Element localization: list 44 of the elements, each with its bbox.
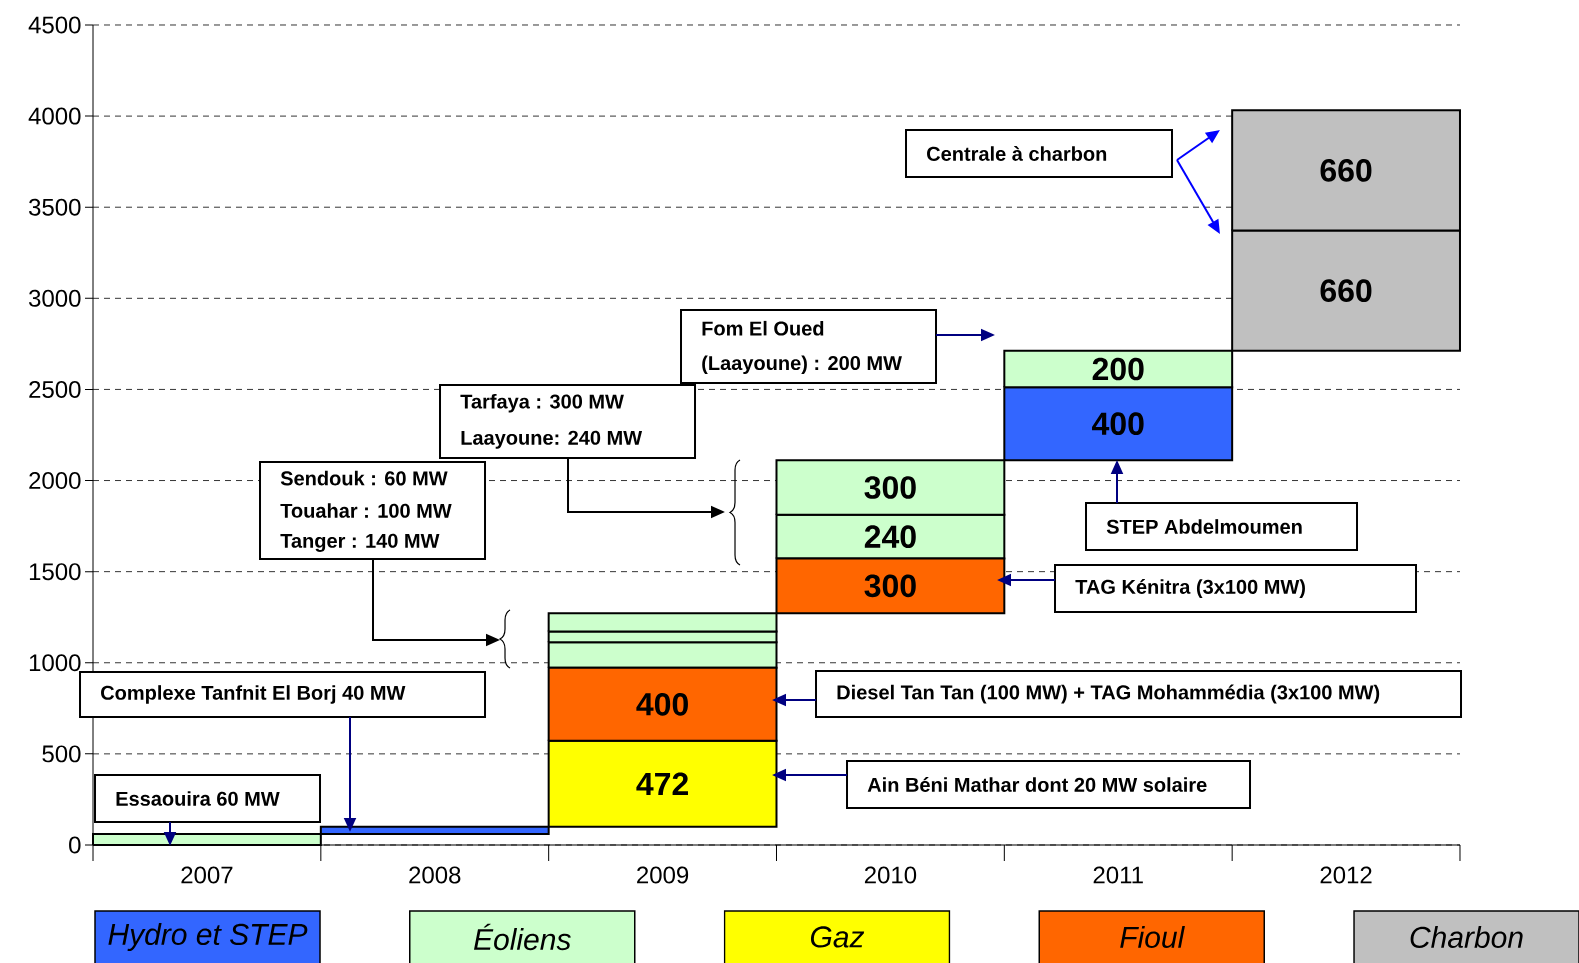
x-tick-label: 2011 bbox=[1093, 866, 1143, 884]
annotation: Touahar : 100 MW bbox=[280, 503, 452, 518]
x-tick-label: 2012 bbox=[1320, 866, 1372, 884]
data-label: 660 bbox=[1320, 159, 1372, 182]
annotation: Complexe Tanfnit El Borj 40 MW bbox=[101, 685, 406, 704]
y-tick-label: 0 bbox=[69, 836, 81, 854]
annotation: Sendouk : 60 MW bbox=[280, 470, 448, 486]
x-tick-label: 2010 bbox=[864, 866, 917, 884]
data-label: 240 bbox=[864, 525, 916, 548]
y-tick-label: 4500 bbox=[28, 16, 81, 34]
annotation: Fom El Oued bbox=[702, 320, 824, 336]
data-label: 472 bbox=[636, 772, 688, 795]
text: Fioul bbox=[1120, 925, 1185, 949]
annotation: Diesel Tan Tan (100 MW) + TAG Mohammédia (3x100 MW) bbox=[837, 684, 1380, 704]
y-tick-label: 2000 bbox=[29, 472, 81, 490]
y-tick-label: 3000 bbox=[29, 289, 81, 307]
y-tick-label: 500 bbox=[42, 745, 81, 763]
y-tick-label: 1000 bbox=[29, 654, 81, 672]
data-label: 300 bbox=[864, 574, 916, 598]
y-tick-label: 1500 bbox=[29, 563, 81, 581]
data-label: 200 bbox=[1092, 357, 1144, 381]
annotation: Tanger : 140 MW bbox=[280, 533, 440, 552]
text: Éoliens bbox=[473, 923, 571, 951]
y-tick-label: 4000 bbox=[28, 107, 81, 125]
x-tick-label: 2009 bbox=[637, 866, 689, 884]
annotation: Tarfaya : 300 MW bbox=[460, 393, 624, 413]
annotation: Centrale à charbon bbox=[927, 146, 1107, 161]
annotation: TAG Kénitra (3x100 MW) bbox=[1075, 579, 1305, 598]
y-tick-label: 3500 bbox=[29, 198, 81, 216]
text: Hydro et STEP bbox=[108, 923, 308, 951]
annotation: Laayoune: 240 MW bbox=[461, 430, 643, 449]
annotation: (Laayoune) : 200 MW bbox=[702, 355, 902, 375]
data-label: 400 bbox=[636, 692, 688, 716]
data-label: 400 bbox=[1092, 412, 1144, 436]
x-tick-label: 2008 bbox=[409, 866, 461, 884]
annotation: STEP Abdelmoumen bbox=[1106, 519, 1302, 534]
annotation: Ain Béni Mathar dont 20 MW solaire bbox=[867, 777, 1207, 792]
data-label: 660 bbox=[1320, 279, 1372, 302]
text: Charbon bbox=[1410, 925, 1523, 949]
annotation: Essaouira 60 MW bbox=[116, 791, 280, 806]
data-label: 300 bbox=[864, 476, 916, 499]
text: Gaz bbox=[810, 926, 865, 948]
x-tick-label: 2007 bbox=[181, 866, 233, 884]
y-tick-label: 2500 bbox=[29, 380, 81, 398]
